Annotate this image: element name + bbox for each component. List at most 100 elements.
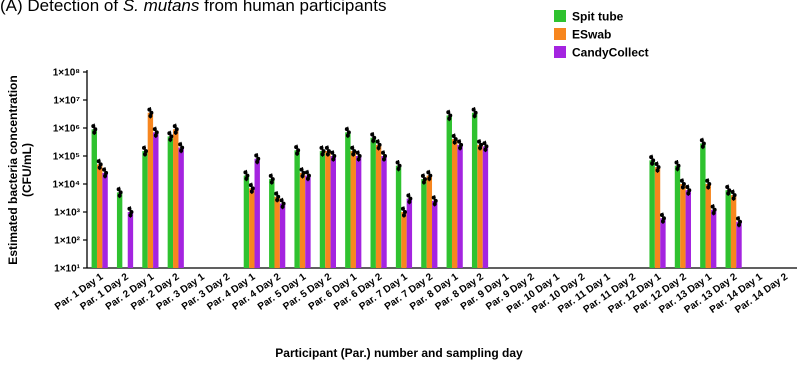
replicate-point — [686, 191, 691, 196]
bar — [685, 190, 691, 268]
replicate-point — [401, 213, 406, 218]
replicate-point — [300, 174, 305, 179]
bar — [319, 151, 326, 268]
replicate-point — [738, 219, 743, 224]
replicate-point — [324, 145, 329, 150]
replicate-point — [381, 150, 386, 155]
replicate-point — [681, 182, 686, 186]
replicate-point — [712, 207, 717, 212]
replicate-point — [484, 144, 489, 149]
replicate-point — [249, 189, 254, 194]
replicate-point — [250, 186, 255, 191]
replicate-point — [725, 185, 730, 190]
legend-label: Spit tube — [572, 10, 624, 24]
y-axis-title: (CFU/mL) — [20, 143, 34, 197]
data-points — [91, 107, 743, 228]
bar — [330, 156, 336, 268]
replicate-point — [660, 219, 665, 224]
replicate-point — [152, 127, 157, 132]
replicate-point — [279, 198, 284, 203]
replicate-point — [448, 113, 453, 118]
bar — [350, 151, 356, 268]
replicate-point — [117, 193, 122, 198]
replicate-point — [355, 150, 360, 155]
bar — [381, 156, 387, 268]
replicate-point — [128, 213, 133, 218]
replicate-point — [402, 210, 407, 214]
replicate-point — [473, 110, 478, 115]
replicate-point — [127, 206, 132, 211]
bar — [654, 167, 661, 268]
replicate-point — [731, 196, 736, 201]
replicate-point — [154, 130, 159, 135]
bar — [660, 218, 666, 268]
bar — [147, 112, 154, 268]
replicate-point — [92, 130, 97, 135]
axis-titles: Participant (Par.) number and sampling d… — [6, 75, 523, 360]
legend-label: ESwab — [572, 28, 611, 42]
replicate-point — [675, 166, 680, 171]
bar — [279, 203, 286, 268]
replicate-point — [459, 142, 464, 147]
replicate-point — [276, 194, 281, 199]
replicate-point — [699, 138, 704, 143]
bar — [674, 165, 681, 268]
replicate-point — [382, 157, 387, 162]
replicate-point — [372, 135, 377, 140]
replicate-point — [477, 139, 482, 144]
bar — [153, 132, 159, 268]
bar — [345, 132, 351, 268]
y-tick-label: 1×10² — [54, 236, 81, 247]
replicate-point — [376, 146, 381, 151]
replicate-point — [406, 193, 411, 198]
bar — [254, 158, 260, 268]
replicate-point — [732, 193, 737, 198]
replicate-point — [147, 107, 152, 112]
y-tick-label: 1×10⁷ — [53, 96, 80, 107]
bar — [710, 209, 717, 268]
replicate-point — [255, 159, 260, 164]
replicate-point — [421, 180, 426, 185]
replicate-point — [129, 210, 134, 214]
bar — [167, 136, 174, 268]
replicate-point — [254, 153, 259, 158]
replicate-point — [727, 188, 732, 193]
bar — [116, 192, 123, 268]
replicate-point — [447, 116, 452, 121]
bar — [178, 147, 184, 268]
replicate-point — [453, 137, 458, 142]
replicate-point — [168, 137, 173, 142]
replicate-point — [479, 142, 484, 147]
replicate-point — [726, 191, 731, 196]
replicate-point — [650, 161, 655, 166]
y-tick-label: 1×10⁸ — [53, 68, 81, 79]
bar — [725, 190, 731, 268]
replicate-point — [649, 155, 654, 160]
bars — [91, 112, 742, 268]
replicate-point — [248, 183, 253, 188]
replicate-point — [301, 170, 306, 175]
bar — [102, 172, 108, 268]
replicate-point — [294, 145, 299, 150]
bar — [471, 112, 478, 268]
replicate-point — [446, 110, 451, 115]
replicate-point — [326, 149, 331, 154]
bar — [305, 175, 311, 268]
replicate-point — [274, 191, 279, 196]
bar — [370, 137, 376, 268]
y-tick-label: 1×10⁴ — [53, 180, 81, 191]
replicate-point — [174, 127, 179, 132]
replicate-point — [325, 152, 330, 157]
replicate-point — [142, 152, 147, 157]
replicate-point — [659, 213, 664, 218]
bar — [451, 139, 458, 268]
replicate-point — [167, 131, 172, 136]
replicate-point — [705, 178, 710, 183]
legend-swatch — [554, 10, 566, 22]
legend-label: CandyCollect — [572, 46, 649, 60]
replicate-point — [375, 139, 380, 144]
bar — [375, 144, 382, 268]
bar — [395, 165, 402, 268]
replicate-point — [148, 113, 153, 118]
